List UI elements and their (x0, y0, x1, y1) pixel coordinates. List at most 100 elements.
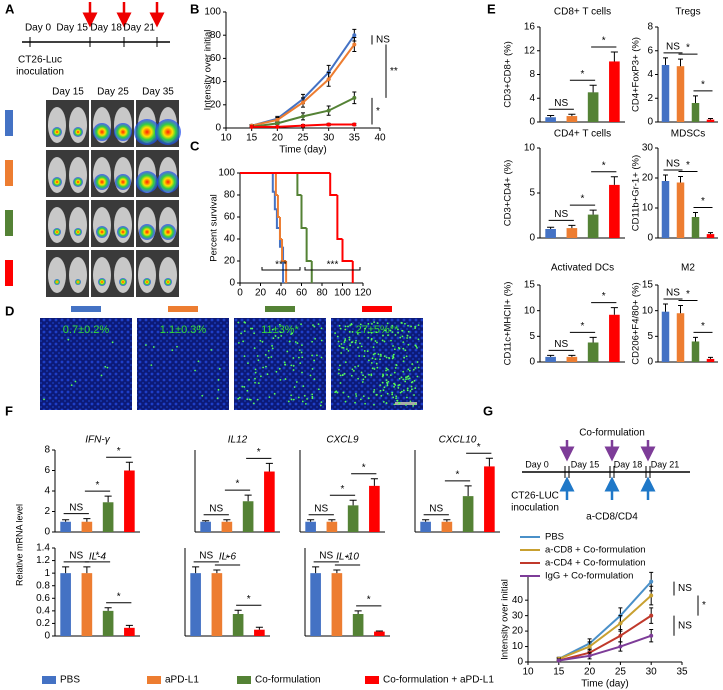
marker (649, 579, 654, 584)
speck (256, 398, 259, 401)
bar (566, 228, 578, 238)
speck (390, 339, 392, 342)
error-bar (422, 519, 430, 522)
speck (338, 345, 341, 347)
signal (73, 177, 83, 187)
speck (348, 330, 351, 333)
speck (218, 367, 221, 370)
x-tick-label: 10 (220, 133, 232, 144)
speck (237, 321, 240, 324)
y-tick-label: 0 (647, 117, 653, 128)
marker (352, 33, 357, 38)
error-bar (693, 95, 698, 103)
y-tick-label: 0.2 (36, 618, 50, 629)
y-tick-label: 1.4 (36, 543, 50, 554)
y-tick-label: 10 (642, 203, 654, 214)
chart-title: IL12 (228, 435, 248, 446)
speck (375, 331, 378, 334)
speck (300, 351, 303, 354)
speck (392, 353, 395, 356)
speck (374, 340, 377, 342)
x-tick-label: 30 (646, 667, 658, 678)
annotation: * (362, 462, 366, 473)
speck (383, 386, 386, 389)
speck (417, 324, 420, 327)
speck (302, 385, 305, 388)
signal (157, 171, 179, 193)
annotation: * (367, 594, 371, 605)
y-axis-label: CD3+CD4+ (%) (503, 160, 514, 227)
annotation: * (117, 591, 121, 602)
annotation: NS (69, 550, 83, 561)
signal (75, 279, 81, 285)
speck (372, 391, 375, 393)
chart-title: IL-4 (89, 552, 107, 563)
speck (364, 402, 367, 405)
bar (661, 65, 670, 122)
error-bar (663, 303, 668, 312)
error-bar (104, 495, 112, 503)
marker (326, 108, 331, 113)
speck (385, 356, 388, 359)
marker (618, 621, 623, 626)
speck (382, 373, 384, 376)
bar (587, 92, 599, 122)
speck (345, 348, 348, 351)
bar (81, 521, 93, 532)
speck (362, 395, 365, 398)
speck (393, 348, 396, 351)
speck (292, 364, 295, 367)
error-bar (678, 58, 683, 67)
speck (410, 325, 412, 328)
speck (106, 366, 109, 369)
speck (385, 379, 388, 382)
speck (311, 397, 314, 400)
y-tick-label: 0.6 (36, 593, 50, 604)
annotation: * (686, 289, 690, 300)
y-tick-label: 8 (529, 69, 535, 80)
y-tick-label: 20 (210, 99, 222, 110)
speck (391, 331, 394, 334)
speck (341, 374, 344, 377)
speck (313, 325, 316, 328)
speck (317, 388, 320, 391)
speck (152, 346, 155, 348)
marker (649, 613, 654, 618)
annotation: NS (199, 550, 213, 561)
speck (339, 327, 342, 330)
speck (290, 394, 293, 397)
speck (272, 337, 275, 340)
speck (407, 330, 410, 333)
signal (155, 119, 181, 145)
mouse (69, 257, 87, 293)
speck (301, 400, 304, 403)
x-axis-label: Time (day) (279, 145, 326, 156)
speck (283, 361, 286, 364)
speck (252, 402, 255, 405)
y-tick-label: 40 (224, 234, 236, 245)
speck (402, 341, 405, 344)
speck (266, 373, 269, 376)
speck (286, 350, 289, 353)
legend-swatch (42, 676, 56, 684)
y-tick-label: 80 (224, 190, 236, 201)
error-bar (333, 569, 341, 574)
error-bar (375, 630, 383, 632)
signal (98, 278, 106, 286)
speck (311, 395, 314, 398)
annotation: NS (209, 503, 223, 514)
annotation: *** (275, 260, 287, 271)
error-bar (568, 354, 576, 357)
speck (280, 335, 283, 337)
speck (375, 362, 378, 365)
speck (373, 368, 376, 370)
speck (240, 332, 243, 335)
error-bar (223, 519, 231, 522)
x-tick-label: 80 (316, 288, 328, 299)
bar (609, 314, 620, 362)
speck (357, 365, 360, 367)
speck (377, 353, 380, 356)
speck (287, 400, 290, 403)
speck (338, 368, 340, 371)
speck (392, 396, 395, 399)
